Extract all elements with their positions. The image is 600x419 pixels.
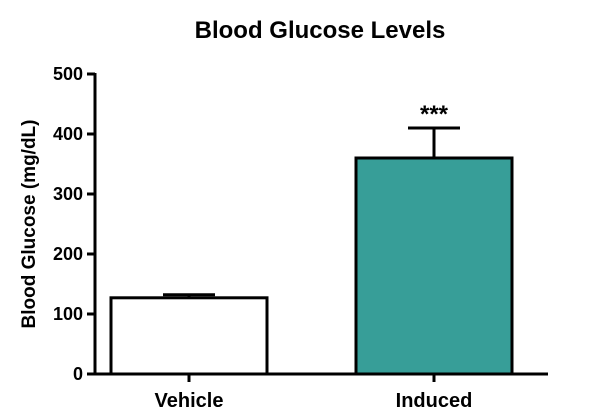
x-tick-label-vehicle: Vehicle — [155, 390, 224, 412]
x-tick-label-induced: Induced — [396, 390, 473, 412]
y-tick-label: 500 — [53, 64, 83, 84]
bar-vehicle — [109, 296, 269, 376]
y-tick-label: 300 — [53, 184, 83, 204]
plot-area: 0 100 200 300 400 500 Vehicle Induced *** — [53, 64, 548, 412]
y-tick-label: 200 — [53, 244, 83, 264]
y-tick-label: 100 — [53, 304, 83, 324]
y-axis-label: Blood Glucose (mg/dL) — [19, 120, 40, 329]
y-tick-label: 0 — [73, 364, 83, 384]
bar-induced — [354, 156, 514, 376]
significance-annotation: *** — [420, 101, 449, 128]
chart-title: Blood Glucose Levels — [195, 17, 446, 44]
y-tick-label: 400 — [53, 124, 83, 144]
